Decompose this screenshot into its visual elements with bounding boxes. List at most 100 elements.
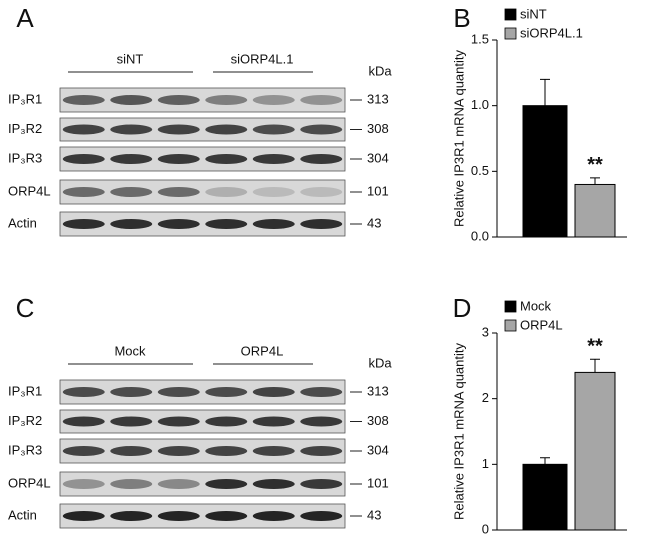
- legend-label: siNT: [520, 6, 547, 21]
- kda-label: 304: [367, 150, 389, 165]
- band: [110, 479, 153, 489]
- band: [205, 95, 248, 105]
- band: [110, 124, 153, 135]
- panel-letter: C: [16, 293, 35, 323]
- band: [252, 219, 295, 229]
- y-tick-label: 2: [482, 390, 489, 405]
- error-bar: [590, 358, 600, 373]
- band: [252, 446, 295, 456]
- band: [157, 479, 200, 489]
- group-label: Mock: [114, 343, 146, 358]
- band: [252, 124, 295, 135]
- band: [62, 124, 105, 135]
- bar: [522, 463, 568, 531]
- blot-strip: [59, 87, 346, 113]
- blot-strip: [59, 438, 346, 464]
- legend-swatch: [504, 319, 517, 332]
- band: [300, 387, 343, 397]
- blot-strip: [59, 379, 346, 405]
- band: [205, 511, 248, 521]
- error-bar: [540, 78, 550, 106]
- band: [62, 511, 105, 521]
- band: [300, 124, 343, 135]
- kda-label: 304: [367, 442, 389, 457]
- kda-label: 43: [367, 215, 381, 230]
- blot-strip: [59, 503, 346, 529]
- legend-swatch: [504, 8, 517, 21]
- unit-label: kDa: [368, 355, 392, 370]
- kda-label: 308: [367, 121, 389, 136]
- band: [62, 95, 105, 105]
- legend-label: Mock: [520, 298, 552, 313]
- y-tick-label: 0.5: [471, 163, 489, 178]
- legend-swatch: [504, 27, 517, 40]
- band: [157, 446, 200, 456]
- legend-label: ORP4L: [520, 317, 563, 332]
- band: [300, 479, 343, 489]
- band: [252, 387, 295, 397]
- band: [62, 187, 105, 197]
- band: [62, 446, 105, 456]
- band: [252, 187, 295, 197]
- group-label: siNT: [117, 51, 144, 66]
- band: [205, 187, 248, 197]
- y-tick-label: 0.0: [471, 228, 489, 243]
- bar: [574, 183, 616, 238]
- group-label: siORP4L.1: [231, 51, 294, 66]
- band: [157, 95, 200, 105]
- band: [205, 416, 248, 427]
- band: [205, 387, 248, 397]
- row-label: IP₃R3: [8, 442, 42, 457]
- row-label: Actin: [8, 215, 37, 230]
- band: [205, 219, 248, 229]
- band: [110, 154, 153, 164]
- blot-strip: [59, 146, 346, 172]
- y-tick-label: 1.5: [471, 31, 489, 46]
- band: [157, 124, 200, 135]
- group-label: ORP4L: [241, 343, 284, 358]
- band: [205, 124, 248, 135]
- panel-letter: B: [453, 3, 470, 33]
- band: [157, 219, 200, 229]
- blot-strip: [59, 211, 346, 237]
- row-label: IP₃R2: [8, 121, 42, 136]
- bar: [574, 371, 616, 531]
- kda-label: 313: [367, 91, 389, 106]
- row-label: ORP4L: [8, 183, 51, 198]
- band: [157, 154, 200, 164]
- band: [62, 387, 105, 397]
- blot-strip: [59, 179, 346, 205]
- band: [110, 187, 153, 197]
- row-label: IP₃R2: [8, 413, 42, 428]
- band: [300, 187, 343, 197]
- legend-label: siORP4L.1: [520, 25, 583, 40]
- row-label: IP₃R1: [8, 383, 42, 398]
- band: [205, 479, 248, 489]
- band: [110, 219, 153, 229]
- legend-swatch: [504, 300, 517, 313]
- band: [110, 446, 153, 456]
- error-bar: [590, 177, 600, 185]
- y-tick-label: 1: [482, 456, 489, 471]
- kda-label: 308: [367, 413, 389, 428]
- band: [157, 416, 200, 427]
- band: [300, 446, 343, 456]
- band: [252, 479, 295, 489]
- band: [62, 416, 105, 427]
- y-axis-label: Relative IP3R1 mRNA quantity: [451, 342, 466, 520]
- band: [110, 416, 153, 427]
- kda-label: 101: [367, 475, 389, 490]
- row-label: Actin: [8, 507, 37, 522]
- band: [110, 95, 153, 105]
- kda-label: 43: [367, 507, 381, 522]
- panel-letter: A: [16, 3, 34, 33]
- significance: **: [587, 336, 603, 358]
- band: [205, 446, 248, 456]
- kda-label: 313: [367, 383, 389, 398]
- band: [62, 154, 105, 164]
- band: [205, 154, 248, 164]
- band: [110, 387, 153, 397]
- band: [252, 154, 295, 164]
- band: [157, 387, 200, 397]
